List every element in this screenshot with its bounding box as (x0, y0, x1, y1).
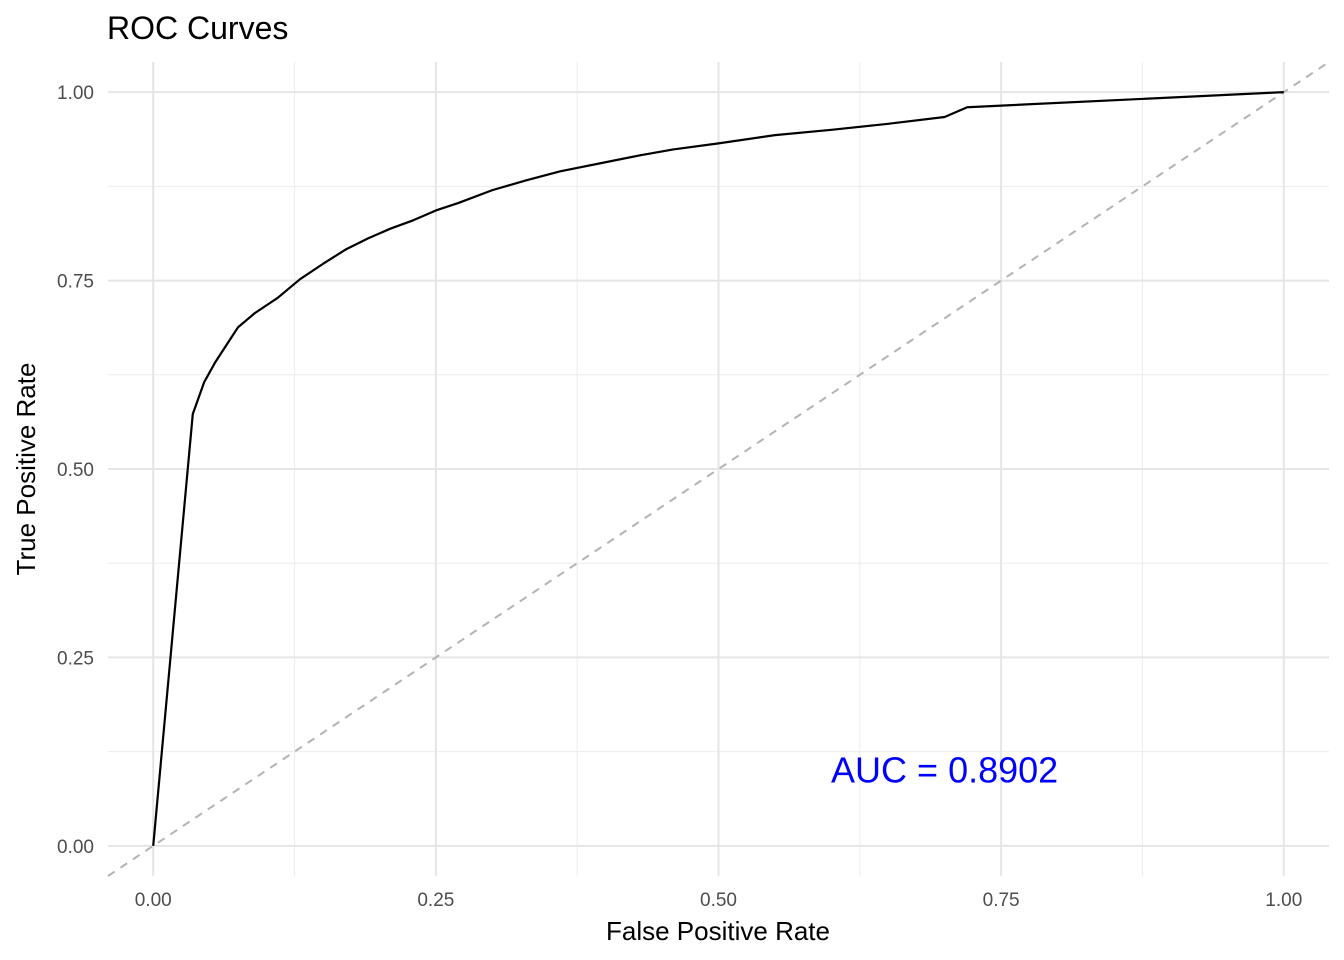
y-tick-label: 0.00 (57, 837, 94, 858)
x-axis-tick-labels: 0.00 0.25 0.50 0.75 1.00 (135, 890, 1303, 911)
series-layer (107, 61, 1330, 877)
y-tick-label: 0.75 (57, 272, 94, 293)
y-axis-tick-labels: 0.00 0.25 0.50 0.75 1.00 (57, 83, 94, 858)
y-tick-label: 0.50 (57, 460, 94, 481)
x-tick-label: 0.75 (983, 890, 1020, 911)
x-tick-label: 0.25 (417, 890, 454, 911)
chart-title: ROC Curves (107, 10, 288, 46)
major-gridlines (108, 62, 1329, 876)
annotation-layer: AUC = 0.8902 (831, 749, 1058, 790)
x-tick-label: 1.00 (1265, 890, 1302, 911)
y-axis-title: True Positive Rate (11, 363, 41, 576)
y-tick-label: 0.25 (57, 648, 94, 669)
x-axis-title: False Positive Rate (606, 916, 830, 946)
y-tick-label: 1.00 (57, 83, 94, 104)
roc-curve-line (152, 91, 1284, 846)
auc-annotation: AUC = 0.8902 (831, 749, 1058, 790)
x-tick-label: 0.00 (135, 890, 172, 911)
x-tick-label: 0.50 (700, 890, 737, 911)
reference-diagonal-line (107, 61, 1330, 877)
